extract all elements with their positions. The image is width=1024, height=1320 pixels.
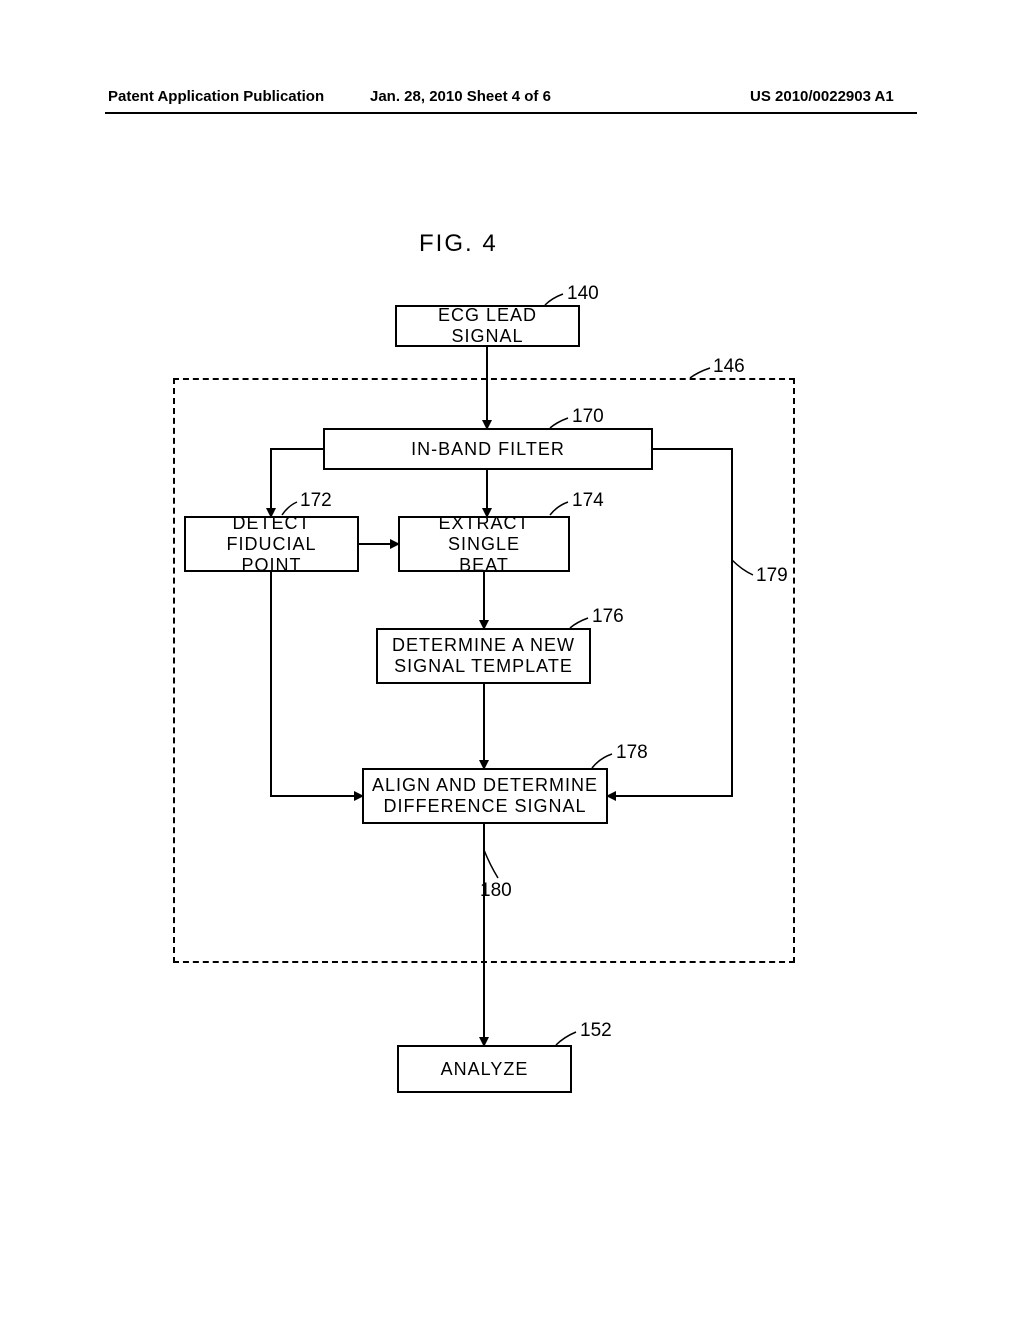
box-170-text: IN-BAND FILTER xyxy=(411,439,565,460)
box-174-text: EXTRACT SINGLE BEAT xyxy=(404,513,564,576)
box-176-text: DETERMINE A NEW SIGNAL TEMPLATE xyxy=(392,635,575,677)
box-140-text: ECG LEAD SIGNAL xyxy=(401,305,574,347)
box-172-text: DETECT FIDUCIAL POINT xyxy=(190,513,353,576)
page-header: Patent Application Publication Jan. 28, … xyxy=(0,86,1024,112)
header-right: US 2010/0022903 A1 xyxy=(750,88,894,105)
header-left: Patent Application Publication xyxy=(108,88,324,105)
box-ecg-lead-signal: ECG LEAD SIGNAL xyxy=(395,305,580,347)
box-in-band-filter: IN-BAND FILTER xyxy=(323,428,653,470)
label-140: 140 xyxy=(567,283,599,305)
box-152-text: ANALYZE xyxy=(441,1059,529,1080)
header-center: Jan. 28, 2010 Sheet 4 of 6 xyxy=(370,88,551,105)
label-178: 178 xyxy=(616,742,648,764)
label-179: 179 xyxy=(756,565,788,587)
box-align-determine-difference: ALIGN AND DETERMINE DIFFERENCE SIGNAL xyxy=(362,768,608,824)
box-detect-fiducial-point: DETECT FIDUCIAL POINT xyxy=(184,516,359,572)
label-146: 146 xyxy=(713,356,745,378)
box-178-text: ALIGN AND DETERMINE DIFFERENCE SIGNAL xyxy=(372,775,598,817)
label-176: 176 xyxy=(592,606,624,628)
label-152: 152 xyxy=(580,1020,612,1042)
header-rule xyxy=(105,112,917,114)
label-170: 170 xyxy=(572,406,604,428)
label-174: 174 xyxy=(572,490,604,512)
label-180: 180 xyxy=(480,880,512,902)
box-analyze: ANALYZE xyxy=(397,1045,572,1093)
figure-title: FIG. 4 xyxy=(419,230,498,258)
box-determine-new-template: DETERMINE A NEW SIGNAL TEMPLATE xyxy=(376,628,591,684)
box-extract-single-beat: EXTRACT SINGLE BEAT xyxy=(398,516,570,572)
label-172: 172 xyxy=(300,490,332,512)
